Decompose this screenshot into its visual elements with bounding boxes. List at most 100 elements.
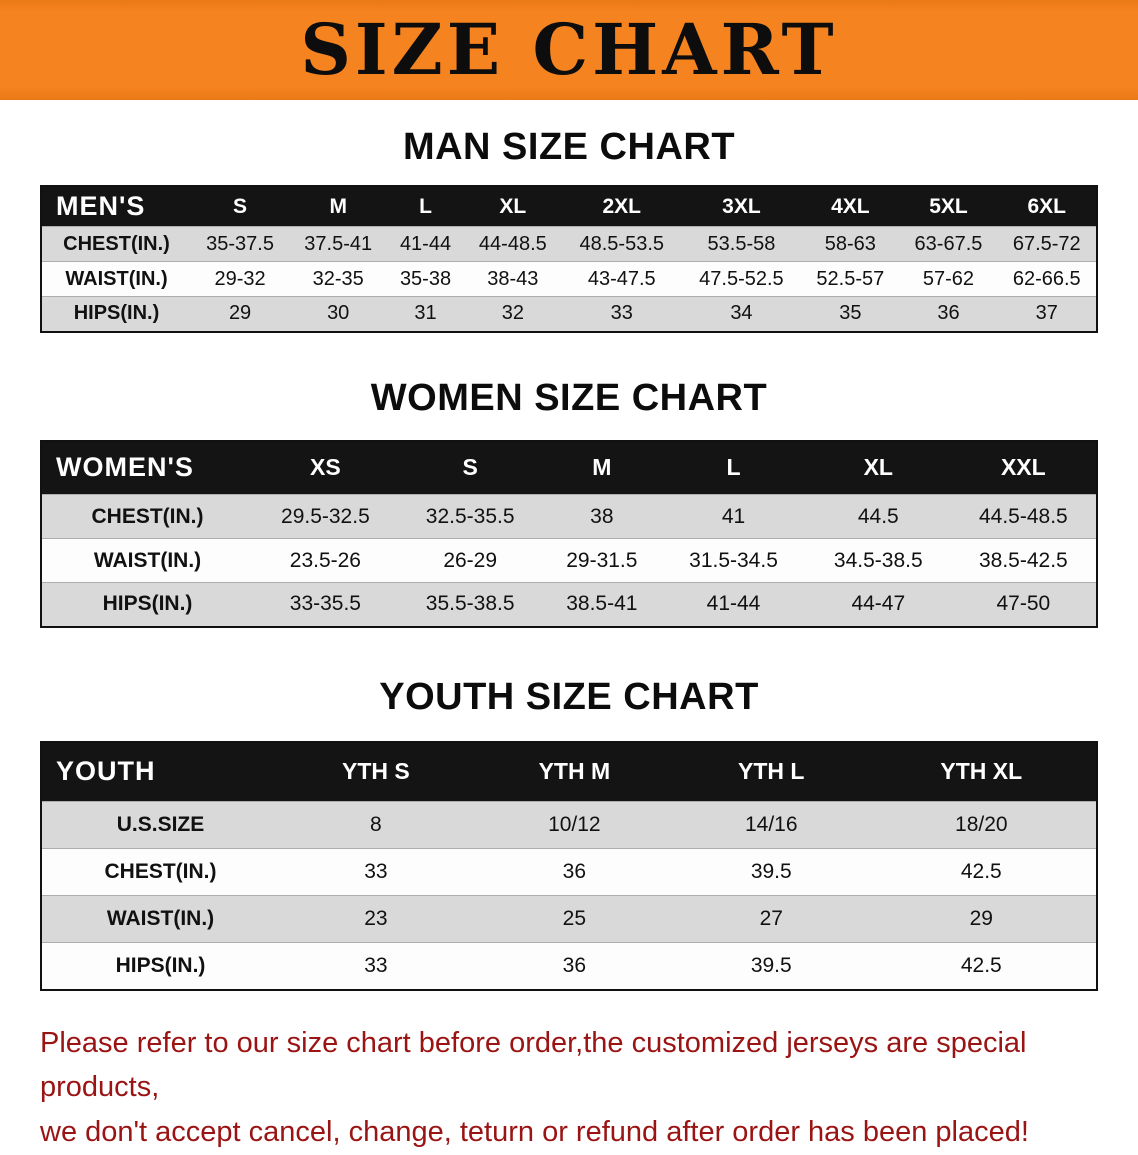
size-value-cell: 53.5-58: [682, 227, 802, 262]
size-value-cell: 44-47: [806, 583, 951, 627]
size-value-cell: 36: [473, 849, 676, 896]
table-title-cell: MEN'S: [41, 186, 191, 227]
size-value-cell: 52.5-57: [801, 262, 899, 297]
size-column-header: M: [289, 186, 387, 227]
row-label: WAIST(IN.): [41, 896, 279, 943]
size-value-cell: 41-44: [387, 227, 464, 262]
size-value-cell: 33-35.5: [253, 583, 398, 627]
size-column-header: 6XL: [998, 186, 1097, 227]
size-value-cell: 41-44: [661, 583, 806, 627]
size-column-header: S: [191, 186, 289, 227]
size-value-cell: 42.5: [867, 849, 1097, 896]
size-value-cell: 31.5-34.5: [661, 539, 806, 583]
banner: SIZE CHART: [0, 0, 1138, 100]
size-value-cell: 36: [899, 297, 997, 332]
size-column-header: 3XL: [682, 186, 802, 227]
size-value-cell: 23.5-26: [253, 539, 398, 583]
size-column-header: YTH M: [473, 742, 676, 802]
size-column-header: M: [543, 441, 662, 495]
size-column-header: S: [398, 441, 543, 495]
size-value-cell: 29-32: [191, 262, 289, 297]
size-value-cell: 35.5-38.5: [398, 583, 543, 627]
size-value-cell: 42.5: [867, 943, 1097, 990]
size-value-cell: 44.5-48.5: [951, 495, 1097, 539]
size-value-cell: 37: [998, 297, 1097, 332]
size-column-header: L: [387, 186, 464, 227]
disclaimer-line-2: we don't accept cancel, change, teturn o…: [40, 1110, 1108, 1155]
size-value-cell: 32.5-35.5: [398, 495, 543, 539]
row-label: CHEST(IN.): [41, 227, 191, 262]
row-label: CHEST(IN.): [41, 495, 253, 539]
size-value-cell: 35-38: [387, 262, 464, 297]
size-value-cell: 31: [387, 297, 464, 332]
size-column-header: XL: [806, 441, 951, 495]
size-column-header: XXL: [951, 441, 1097, 495]
size-value-cell: 14/16: [676, 802, 867, 849]
size-value-cell: 30: [289, 297, 387, 332]
size-value-cell: 43-47.5: [562, 262, 682, 297]
size-value-cell: 34: [682, 297, 802, 332]
size-value-cell: 44-48.5: [464, 227, 562, 262]
women-section-heading: WOMEN SIZE CHART: [0, 333, 1138, 440]
size-value-cell: 57-62: [899, 262, 997, 297]
size-value-cell: 33: [279, 849, 473, 896]
row-label: HIPS(IN.): [41, 297, 191, 332]
size-value-cell: 62-66.5: [998, 262, 1097, 297]
size-value-cell: 29: [867, 896, 1097, 943]
size-value-cell: 38: [543, 495, 662, 539]
size-value-cell: 63-67.5: [899, 227, 997, 262]
size-value-cell: 44.5: [806, 495, 951, 539]
size-column-header: YTH L: [676, 742, 867, 802]
table-title-cell: WOMEN'S: [41, 441, 253, 495]
size-column-header: 4XL: [801, 186, 899, 227]
size-column-header: 5XL: [899, 186, 997, 227]
row-label: CHEST(IN.): [41, 849, 279, 896]
size-value-cell: 29-31.5: [543, 539, 662, 583]
size-value-cell: 8: [279, 802, 473, 849]
size-value-cell: 26-29: [398, 539, 543, 583]
size-value-cell: 23: [279, 896, 473, 943]
size-value-cell: 47-50: [951, 583, 1097, 627]
size-column-header: YTH XL: [867, 742, 1097, 802]
row-label: HIPS(IN.): [41, 583, 253, 627]
size-column-header: L: [661, 441, 806, 495]
size-value-cell: 32: [464, 297, 562, 332]
size-value-cell: 38.5-42.5: [951, 539, 1097, 583]
size-value-cell: 36: [473, 943, 676, 990]
size-value-cell: 34.5-38.5: [806, 539, 951, 583]
size-value-cell: 33: [279, 943, 473, 990]
page-title: SIZE CHART: [300, 15, 837, 85]
youth-section-heading: YOUTH SIZE CHART: [0, 628, 1138, 741]
size-value-cell: 29.5-32.5: [253, 495, 398, 539]
size-value-cell: 18/20: [867, 802, 1097, 849]
size-column-header: XL: [464, 186, 562, 227]
size-column-header: 2XL: [562, 186, 682, 227]
size-column-header: YTH S: [279, 742, 473, 802]
size-value-cell: 29: [191, 297, 289, 332]
size-value-cell: 35-37.5: [191, 227, 289, 262]
size-value-cell: 67.5-72: [998, 227, 1097, 262]
size-value-cell: 38.5-41: [543, 583, 662, 627]
size-value-cell: 33: [562, 297, 682, 332]
size-value-cell: 10/12: [473, 802, 676, 849]
row-label: WAIST(IN.): [41, 539, 253, 583]
